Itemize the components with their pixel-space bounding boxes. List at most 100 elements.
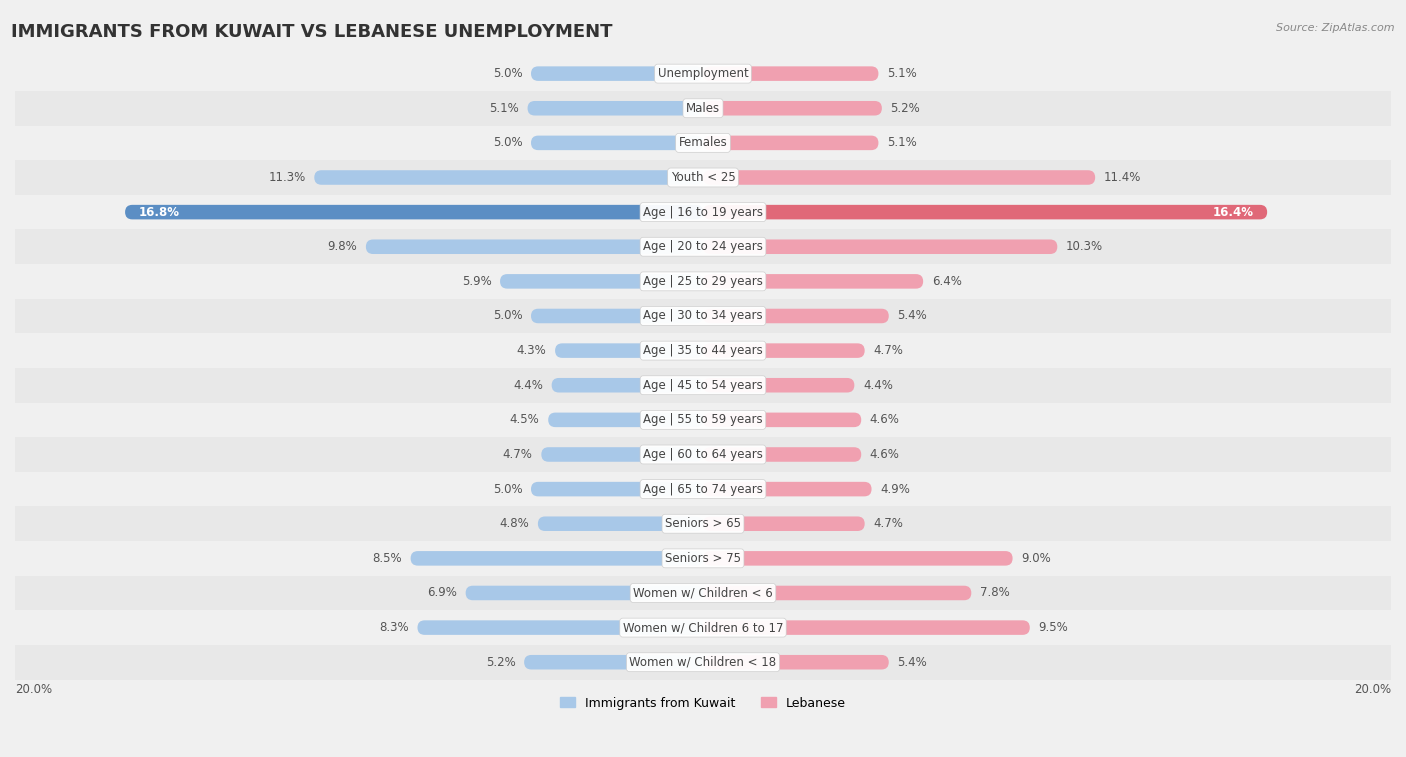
FancyBboxPatch shape <box>703 309 889 323</box>
Bar <box>15 403 1391 438</box>
Text: 11.3%: 11.3% <box>269 171 305 184</box>
Bar <box>15 56 1391 91</box>
Text: Unemployment: Unemployment <box>658 67 748 80</box>
FancyBboxPatch shape <box>524 655 703 669</box>
FancyBboxPatch shape <box>551 378 703 393</box>
Bar <box>15 541 1391 575</box>
Text: Age | 60 to 64 years: Age | 60 to 64 years <box>643 448 763 461</box>
Text: 16.4%: 16.4% <box>1212 206 1253 219</box>
Bar <box>15 645 1391 680</box>
FancyBboxPatch shape <box>703 274 924 288</box>
FancyBboxPatch shape <box>703 413 862 427</box>
Text: 5.0%: 5.0% <box>492 483 523 496</box>
Text: Seniors > 75: Seniors > 75 <box>665 552 741 565</box>
Bar <box>15 126 1391 160</box>
Text: Seniors > 65: Seniors > 65 <box>665 517 741 530</box>
Text: 7.8%: 7.8% <box>980 587 1010 600</box>
Text: Source: ZipAtlas.com: Source: ZipAtlas.com <box>1277 23 1395 33</box>
Bar <box>15 506 1391 541</box>
Bar <box>15 160 1391 195</box>
Text: Age | 35 to 44 years: Age | 35 to 44 years <box>643 344 763 357</box>
FancyBboxPatch shape <box>527 101 703 116</box>
FancyBboxPatch shape <box>548 413 703 427</box>
FancyBboxPatch shape <box>703 586 972 600</box>
Bar <box>15 91 1391 126</box>
FancyBboxPatch shape <box>531 136 703 150</box>
Text: 5.1%: 5.1% <box>887 67 917 80</box>
Text: Women w/ Children < 18: Women w/ Children < 18 <box>630 656 776 668</box>
Bar <box>15 472 1391 506</box>
FancyBboxPatch shape <box>465 586 703 600</box>
Text: 5.4%: 5.4% <box>897 310 927 322</box>
Text: 4.3%: 4.3% <box>517 344 547 357</box>
FancyBboxPatch shape <box>703 551 1012 565</box>
Text: 5.0%: 5.0% <box>492 136 523 149</box>
Bar <box>15 229 1391 264</box>
FancyBboxPatch shape <box>703 482 872 497</box>
Bar <box>15 575 1391 610</box>
Text: Age | 25 to 29 years: Age | 25 to 29 years <box>643 275 763 288</box>
FancyBboxPatch shape <box>703 101 882 116</box>
Text: 5.4%: 5.4% <box>897 656 927 668</box>
Bar <box>15 299 1391 333</box>
FancyBboxPatch shape <box>703 67 879 81</box>
Text: 20.0%: 20.0% <box>15 683 52 696</box>
Text: 10.3%: 10.3% <box>1066 240 1104 254</box>
Text: 6.4%: 6.4% <box>932 275 962 288</box>
FancyBboxPatch shape <box>703 205 1267 220</box>
Text: 4.4%: 4.4% <box>513 378 543 391</box>
Text: 4.7%: 4.7% <box>873 344 903 357</box>
Text: Youth < 25: Youth < 25 <box>671 171 735 184</box>
FancyBboxPatch shape <box>531 309 703 323</box>
Text: 5.2%: 5.2% <box>890 101 921 115</box>
Text: 6.9%: 6.9% <box>427 587 457 600</box>
Text: 16.8%: 16.8% <box>139 206 180 219</box>
FancyBboxPatch shape <box>703 239 1057 254</box>
Text: 20.0%: 20.0% <box>1354 683 1391 696</box>
Text: Age | 55 to 59 years: Age | 55 to 59 years <box>643 413 763 426</box>
FancyBboxPatch shape <box>538 516 703 531</box>
FancyBboxPatch shape <box>418 620 703 635</box>
FancyBboxPatch shape <box>703 655 889 669</box>
Text: 4.9%: 4.9% <box>880 483 910 496</box>
Bar <box>15 333 1391 368</box>
Text: Age | 30 to 34 years: Age | 30 to 34 years <box>643 310 763 322</box>
Text: Age | 65 to 74 years: Age | 65 to 74 years <box>643 483 763 496</box>
Text: 4.4%: 4.4% <box>863 378 893 391</box>
FancyBboxPatch shape <box>703 516 865 531</box>
FancyBboxPatch shape <box>555 344 703 358</box>
Text: Age | 16 to 19 years: Age | 16 to 19 years <box>643 206 763 219</box>
Text: 4.7%: 4.7% <box>503 448 533 461</box>
Text: 8.3%: 8.3% <box>380 621 409 634</box>
FancyBboxPatch shape <box>531 67 703 81</box>
FancyBboxPatch shape <box>125 205 703 220</box>
FancyBboxPatch shape <box>411 551 703 565</box>
Bar <box>15 438 1391 472</box>
FancyBboxPatch shape <box>703 620 1029 635</box>
FancyBboxPatch shape <box>366 239 703 254</box>
Text: 5.1%: 5.1% <box>489 101 519 115</box>
Bar <box>15 195 1391 229</box>
Text: 4.6%: 4.6% <box>870 448 900 461</box>
Text: 5.0%: 5.0% <box>492 67 523 80</box>
Text: 5.0%: 5.0% <box>492 310 523 322</box>
Legend: Immigrants from Kuwait, Lebanese: Immigrants from Kuwait, Lebanese <box>555 692 851 715</box>
Text: 5.1%: 5.1% <box>887 136 917 149</box>
Text: 4.5%: 4.5% <box>510 413 540 426</box>
Text: 11.4%: 11.4% <box>1104 171 1142 184</box>
FancyBboxPatch shape <box>315 170 703 185</box>
Text: Males: Males <box>686 101 720 115</box>
Text: 5.9%: 5.9% <box>461 275 492 288</box>
FancyBboxPatch shape <box>703 344 865 358</box>
FancyBboxPatch shape <box>501 274 703 288</box>
Bar <box>15 264 1391 299</box>
Text: 9.0%: 9.0% <box>1021 552 1050 565</box>
Text: 5.2%: 5.2% <box>485 656 516 668</box>
Text: IMMIGRANTS FROM KUWAIT VS LEBANESE UNEMPLOYMENT: IMMIGRANTS FROM KUWAIT VS LEBANESE UNEMP… <box>11 23 613 41</box>
Text: Age | 20 to 24 years: Age | 20 to 24 years <box>643 240 763 254</box>
Text: 9.8%: 9.8% <box>328 240 357 254</box>
FancyBboxPatch shape <box>703 136 879 150</box>
FancyBboxPatch shape <box>541 447 703 462</box>
Bar <box>15 368 1391 403</box>
FancyBboxPatch shape <box>703 170 1095 185</box>
